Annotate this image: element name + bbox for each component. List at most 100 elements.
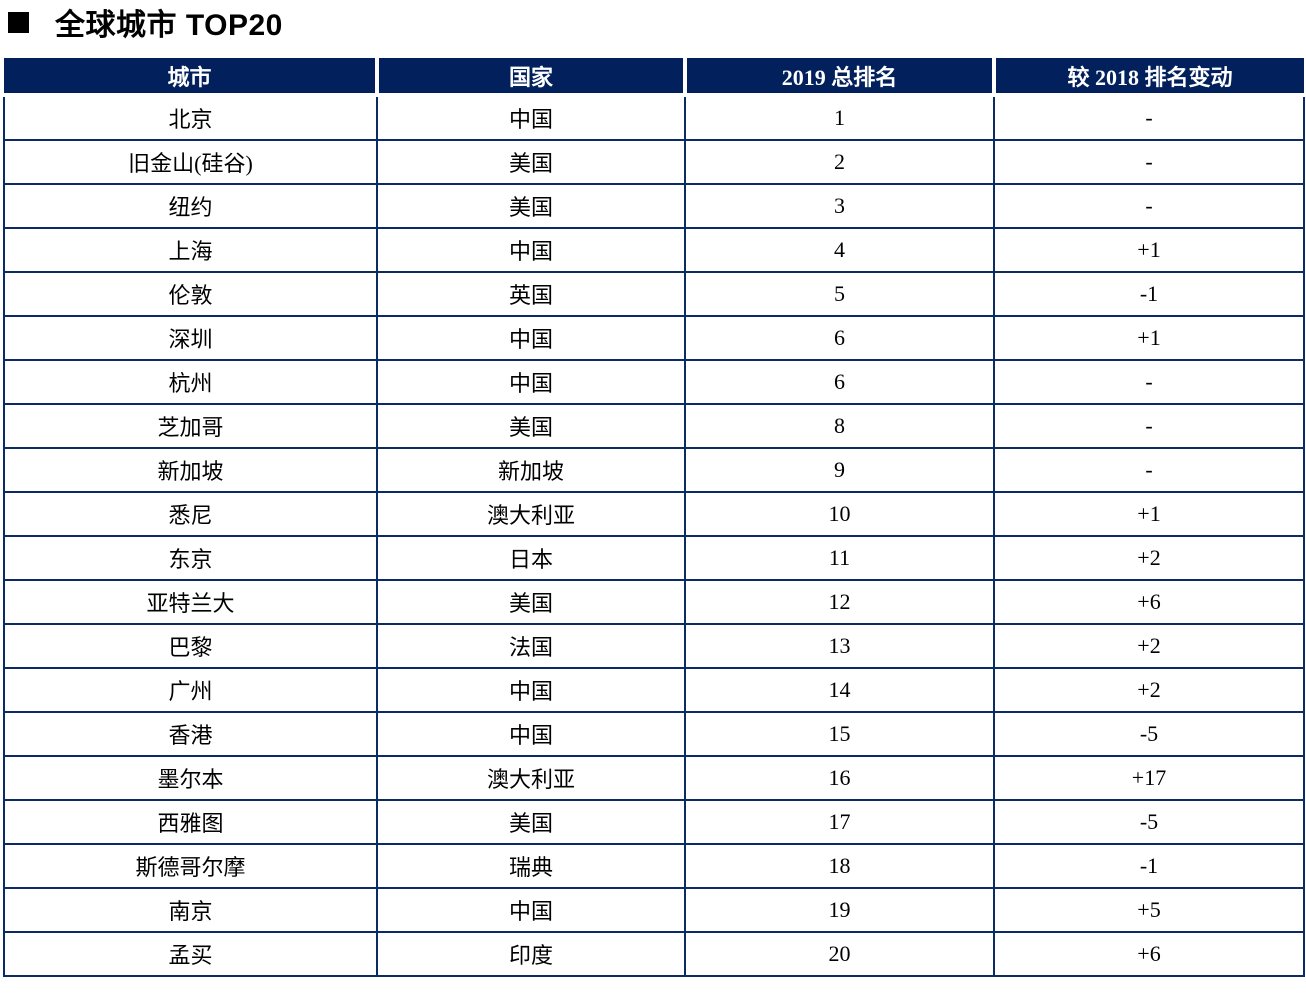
table-row: 悉尼 澳大利亚 10 +1 xyxy=(3,491,1305,537)
table-cell: 9 xyxy=(684,447,995,493)
table-row: 芝加哥 美国 8- xyxy=(3,403,1305,449)
column-header-change-vs-2018: 较 2018 排名变动 xyxy=(994,58,1304,97)
table-cell: 中国 xyxy=(376,711,686,757)
table-cell: 美国 xyxy=(376,403,686,449)
table-cell: 中国 xyxy=(376,94,686,141)
table-cell: 北京 xyxy=(3,94,378,141)
table-cell: +2 xyxy=(993,623,1305,669)
table-row: 新加坡 新加坡 9- xyxy=(3,447,1305,493)
table-cell: 10 xyxy=(684,491,995,537)
table-cell: 中国 xyxy=(376,227,686,273)
table-cell: 澳大利亚 xyxy=(376,491,686,537)
table-row: 南京 中国 19 +5 xyxy=(3,887,1305,933)
table-row: 亚特兰大 美国 12 +6 xyxy=(3,579,1305,625)
table-cell: 20 xyxy=(684,931,995,977)
table-cell: +1 xyxy=(993,227,1305,273)
table-header: 城市 国家 2019 总排名 较 2018 排名变动 xyxy=(4,58,1304,97)
table-cell: 19 xyxy=(684,887,995,933)
table-cell: 英国 xyxy=(376,271,686,317)
table-row: 北京 中国 1- xyxy=(3,94,1305,141)
table-cell: 日本 xyxy=(376,535,686,581)
table-cell: 芝加哥 xyxy=(3,403,378,449)
table-cell: 瑞典 xyxy=(376,843,686,889)
table-cell: +2 xyxy=(993,667,1305,713)
table-cell: -1 xyxy=(993,843,1305,889)
table-cell: 墨尔本 xyxy=(3,755,378,801)
table-cell: 香港 xyxy=(3,711,378,757)
table-cell: - xyxy=(993,94,1305,141)
table-row: 广州 中国 14 +2 xyxy=(3,667,1305,713)
table-cell: 6 xyxy=(684,315,995,361)
table-cell: 17 xyxy=(684,799,995,845)
table-cell: 美国 xyxy=(376,139,686,185)
table-cell: +6 xyxy=(993,579,1305,625)
table-cell: 中国 xyxy=(376,315,686,361)
table-body: 北京 中国 1- 旧金山(硅谷) 美国 2- 纽约 美国 3- 上海 中国 4 +1 伦敦 英国 5 -1 深圳中… xyxy=(3,94,1305,977)
table-cell: -5 xyxy=(993,799,1305,845)
column-header-country: 国家 xyxy=(377,58,687,97)
table-cell: 12 xyxy=(684,579,995,625)
table-row: 西雅图 美国 17 -5 xyxy=(3,799,1305,845)
table-row: 上海 中国 4 +1 xyxy=(3,227,1305,273)
table-cell: 16 xyxy=(684,755,995,801)
table-cell: 中国 xyxy=(376,667,686,713)
table-cell: 新加坡 xyxy=(3,447,378,493)
table-cell: 1 xyxy=(684,94,995,141)
global-cities-top20-table: 城市 国家 2019 总排名 较 2018 排名变动 北京 中国 1- 旧金山(硅谷)… xyxy=(3,58,1305,977)
table-cell: - xyxy=(993,403,1305,449)
table-cell: 4 xyxy=(684,227,995,273)
table-row: 杭州 中国 6- xyxy=(3,359,1305,405)
table-cell: 13 xyxy=(684,623,995,669)
table-cell: -1 xyxy=(993,271,1305,317)
table-cell: 孟买 xyxy=(3,931,378,977)
table-cell: 上海 xyxy=(3,227,378,273)
table-cell: 8 xyxy=(684,403,995,449)
table-row: 伦敦 英国 5 -1 xyxy=(3,271,1305,317)
table-cell: 14 xyxy=(684,667,995,713)
table-row: 墨尔本 澳大利亚 16 +17 xyxy=(3,755,1305,801)
table-cell: 澳大利亚 xyxy=(376,755,686,801)
table-cell: - xyxy=(993,359,1305,405)
table-cell: - xyxy=(993,183,1305,229)
table-cell: 东京 xyxy=(3,535,378,581)
column-header-city: 城市 xyxy=(4,58,379,97)
square-bullet-icon xyxy=(8,11,29,33)
table-cell: +1 xyxy=(993,315,1305,361)
table-cell: +5 xyxy=(993,887,1305,933)
table-cell: 亚特兰大 xyxy=(3,579,378,625)
table-cell: 杭州 xyxy=(3,359,378,405)
table-cell: 新加坡 xyxy=(376,447,686,493)
table-cell: +17 xyxy=(993,755,1305,801)
table-cell: 11 xyxy=(684,535,995,581)
section-title: 全球城市 TOP20 xyxy=(8,0,283,44)
table-cell: 伦敦 xyxy=(3,271,378,317)
table-cell: 斯德哥尔摩 xyxy=(3,843,378,889)
table-cell: 法国 xyxy=(376,623,686,669)
table-cell: 美国 xyxy=(376,799,686,845)
table-cell: 中国 xyxy=(376,359,686,405)
table-cell: 18 xyxy=(684,843,995,889)
table-cell: 旧金山(硅谷) xyxy=(3,139,378,185)
table-cell: 美国 xyxy=(376,183,686,229)
table-row: 巴黎 法国 13 +2 xyxy=(3,623,1305,669)
table-cell: 5 xyxy=(684,271,995,317)
table-row: 深圳 中国 6 +1 xyxy=(3,315,1305,361)
table-row: 孟买 印度 20 +6 xyxy=(3,931,1305,977)
table-cell: 美国 xyxy=(376,579,686,625)
table-cell: 印度 xyxy=(376,931,686,977)
table-cell: - xyxy=(993,447,1305,493)
table-cell: 3 xyxy=(684,183,995,229)
table-cell: -5 xyxy=(993,711,1305,757)
table-cell: 巴黎 xyxy=(3,623,378,669)
table-cell: 纽约 xyxy=(3,183,378,229)
table-cell: 2 xyxy=(684,139,995,185)
table-cell: - xyxy=(993,139,1305,185)
table-cell: 15 xyxy=(684,711,995,757)
table-row: 斯德哥尔摩 瑞典 18 -1 xyxy=(3,843,1305,889)
table-cell: +1 xyxy=(993,491,1305,537)
table-cell: 西雅图 xyxy=(3,799,378,845)
table-cell: 6 xyxy=(684,359,995,405)
table-cell: 南京 xyxy=(3,887,378,933)
table-cell: 悉尼 xyxy=(3,491,378,537)
